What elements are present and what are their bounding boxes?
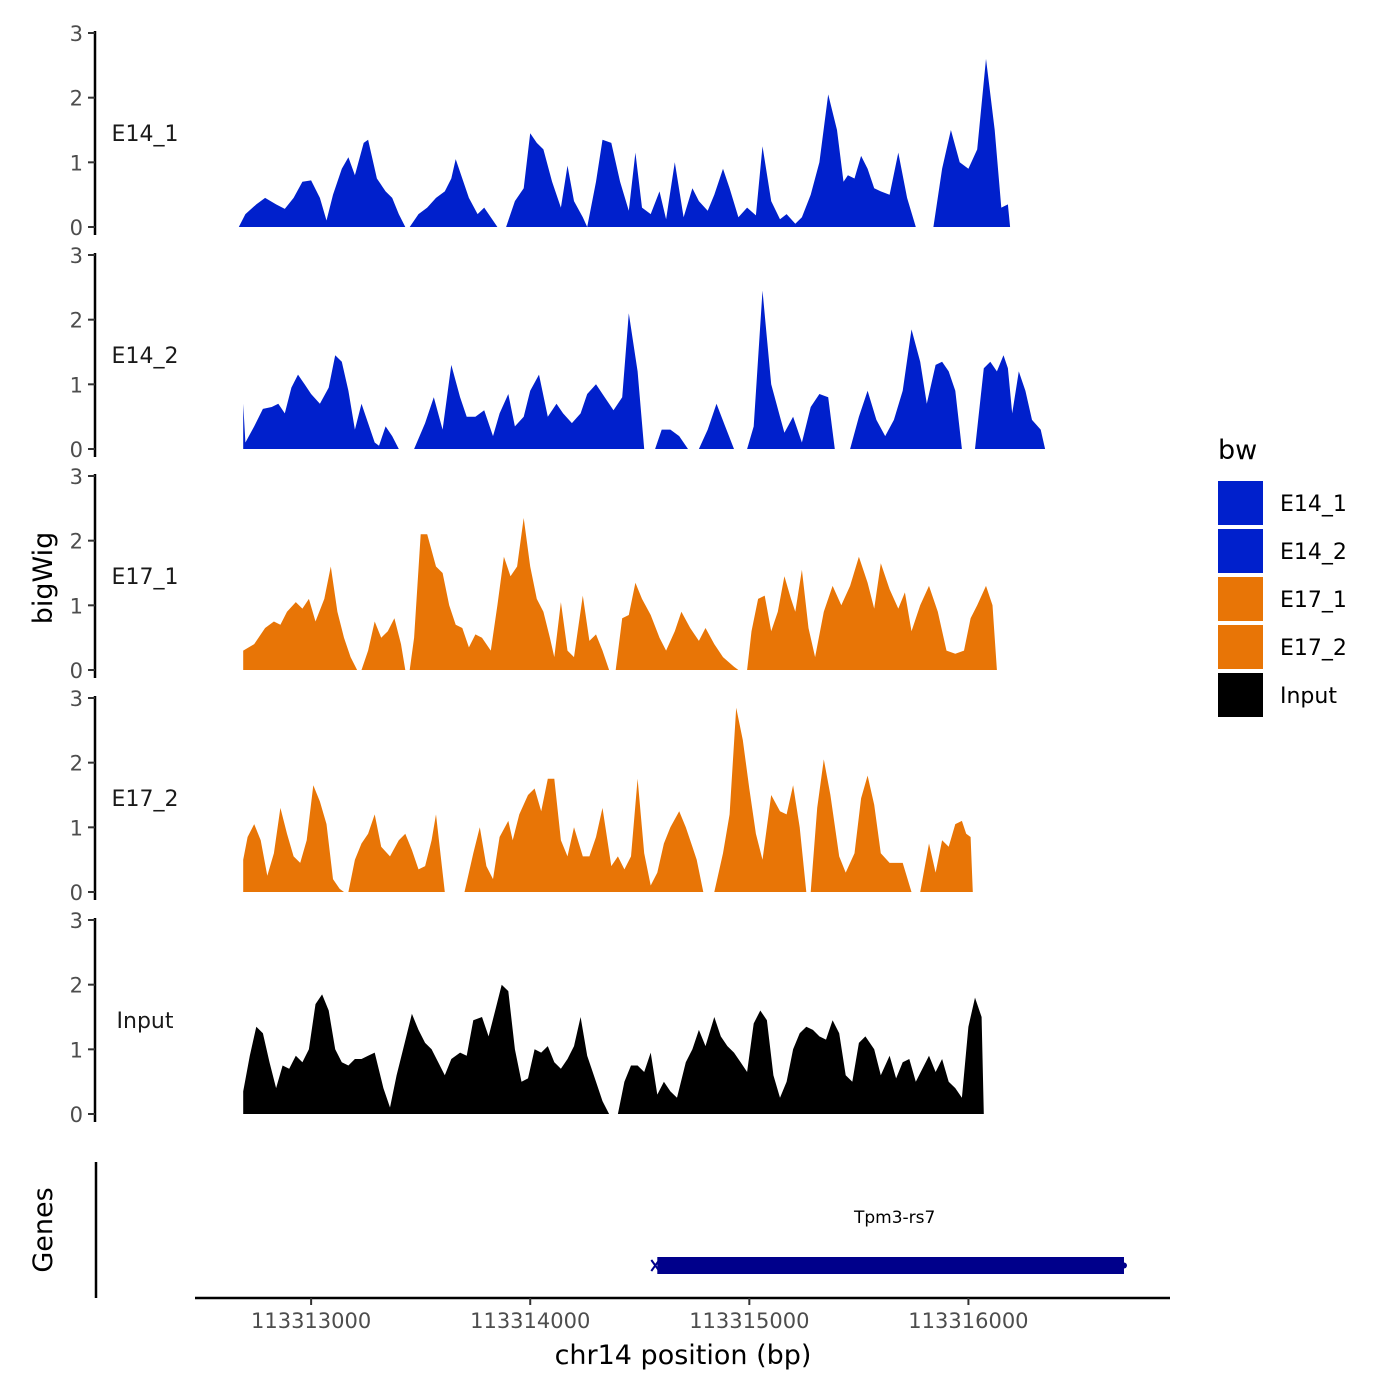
x-tick-label: 113316000 <box>908 1309 1028 1333</box>
y-tick-label: 2 <box>70 309 83 333</box>
legend-item: E17_1 <box>1218 577 1347 621</box>
x-tick-label: 113315000 <box>689 1309 809 1333</box>
y-tick-label: 0 <box>70 438 83 462</box>
y-tick-label: 1 <box>70 373 83 397</box>
signal-area-E14_2 <box>243 290 1046 449</box>
track-E17_1: 0 1 2 3 E17_1 <box>70 465 997 683</box>
y-tick-label: 0 <box>70 881 83 905</box>
y-tick-label: 2 <box>70 752 83 776</box>
legend-swatch <box>1218 673 1263 717</box>
y-tick-label: 0 <box>70 216 83 240</box>
y-tick-label: 3 <box>70 22 83 46</box>
y-axis-title: bigWig <box>28 532 59 625</box>
legend-swatch <box>1218 529 1263 573</box>
legend-swatch <box>1218 625 1263 669</box>
genes-axis-title: Genes <box>28 1187 59 1272</box>
y-tick-label: 1 <box>70 1038 83 1062</box>
y-tick-label: 2 <box>70 974 83 998</box>
legend-item: Input <box>1218 673 1337 717</box>
legend-label: E14_2 <box>1280 540 1347 565</box>
y-tick-label: 3 <box>70 465 83 489</box>
legend-item: E17_2 <box>1218 625 1347 669</box>
genes-panel: Genes Tpm3-rs7 <box>28 1162 1127 1298</box>
legend-item: E14_1 <box>1218 481 1347 525</box>
x-tick-label: 113314000 <box>470 1309 590 1333</box>
legend-label: E17_2 <box>1280 636 1347 661</box>
track-E14_1: 0 1 2 3 E14_1 <box>70 22 1011 240</box>
legend-label: E14_1 <box>1280 492 1347 517</box>
y-tick-label: 3 <box>70 909 83 933</box>
y-tick-label: 0 <box>70 659 83 683</box>
y-tick-label: 2 <box>70 87 83 111</box>
y-tick-label: 0 <box>70 1103 83 1127</box>
track-label: E17_2 <box>112 787 179 812</box>
x-axis-title: chr14 position (bp) <box>555 1340 812 1371</box>
y-tick-label: 2 <box>70 530 83 554</box>
signal-area-E17_2 <box>243 707 973 892</box>
track-label: E14_2 <box>112 344 179 369</box>
legend-swatch <box>1218 481 1263 525</box>
track-label: Input <box>117 1009 174 1034</box>
signal-area-E14_1 <box>238 58 1011 228</box>
track-label: E14_1 <box>112 122 179 147</box>
track-E17_2: 0 1 2 3 E17_2 <box>70 687 973 905</box>
gene-label: Tpm3-rs7 <box>853 1208 935 1228</box>
x-axis: 113313000 113314000 113315000 113316000 chr… <box>195 1296 1170 1371</box>
track-label: E17_1 <box>112 565 179 590</box>
track-E14_2: 0 1 2 3 E14_2 <box>70 244 1046 462</box>
y-tick-label: 1 <box>70 594 83 618</box>
x-ticks: 113313000 113314000 113315000 113316000 <box>251 1298 1029 1333</box>
signal-area-E17_1 <box>243 518 997 670</box>
gene-end-marker <box>1120 1262 1127 1269</box>
gene-start-marker <box>650 1259 661 1272</box>
y-tick-label: 3 <box>70 244 83 268</box>
y-tick-label: 1 <box>70 151 83 175</box>
legend-title: bw <box>1218 435 1257 466</box>
legend-label: E17_1 <box>1280 588 1347 613</box>
y-tick-label: 3 <box>70 687 83 711</box>
gene-body <box>657 1257 1124 1274</box>
legend-swatch <box>1218 577 1263 621</box>
track-Input: 0 1 2 3 Input <box>70 909 984 1127</box>
signal-area-Input <box>243 984 984 1114</box>
y-tick-label: 1 <box>70 816 83 840</box>
x-tick-label: 113313000 <box>251 1309 371 1333</box>
genes-layer: Tpm3-rs7 <box>650 1208 1127 1274</box>
legend-items: E14_1 E14_2 E17_1 E17_2 Input <box>1218 481 1347 717</box>
legend: bw E14_1 E14_2 E17_1 E17_2 Input <box>1218 435 1347 717</box>
legend-item: E14_2 <box>1218 529 1347 573</box>
legend-label: Input <box>1280 684 1337 709</box>
track-panels: 0 1 2 3 E14_1 0 1 2 3 E14_2 0 1 2 3 E17_1 0 1 2 3 E17_2 0 1 2 3… <box>70 22 1046 1127</box>
